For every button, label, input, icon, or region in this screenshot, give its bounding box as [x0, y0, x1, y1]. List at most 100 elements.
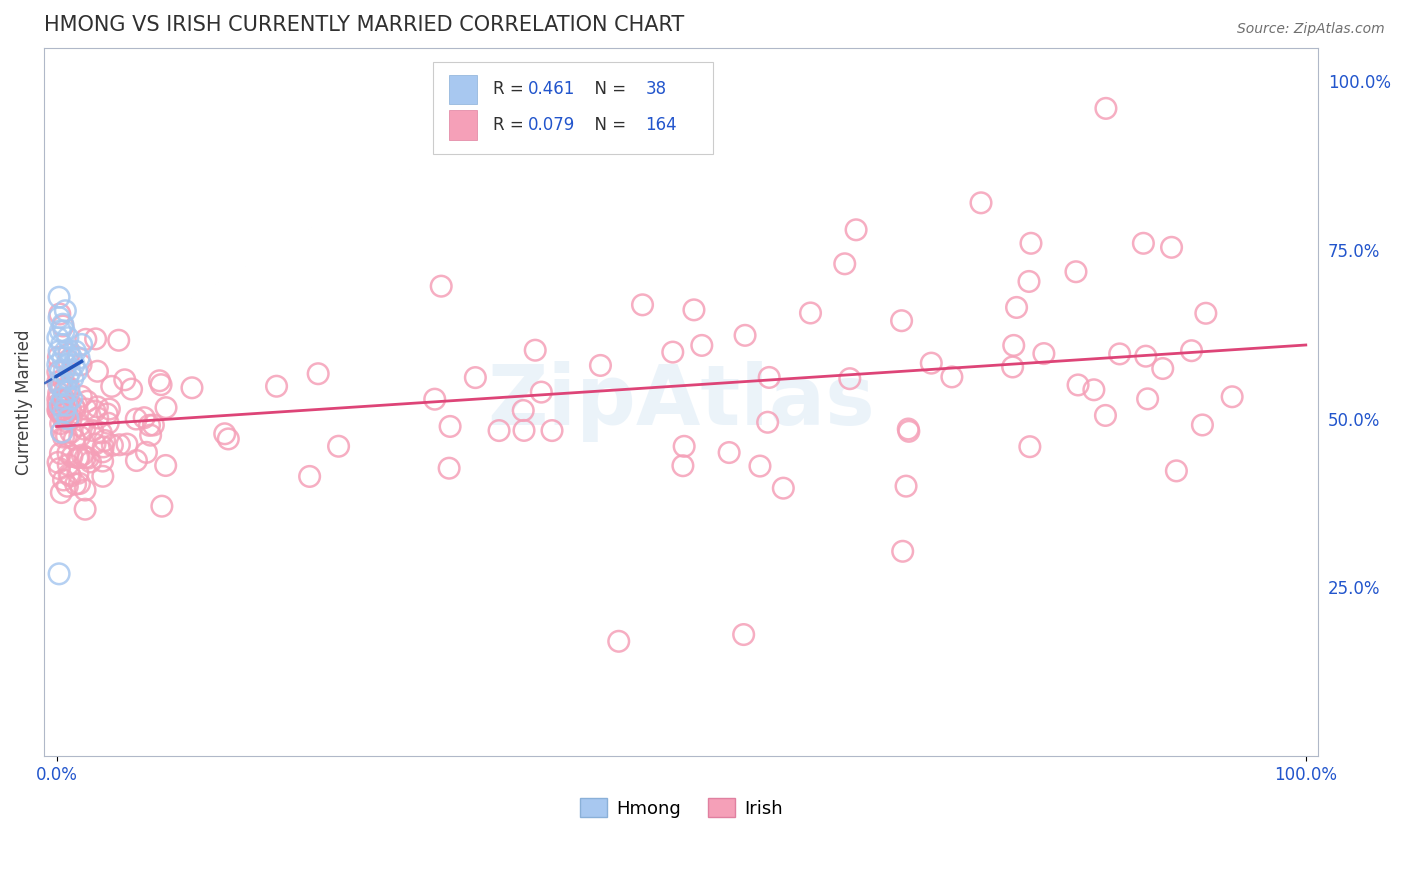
Point	[1191, 417, 1213, 432]
Point	[51, 485, 73, 500]
Text: R =: R =	[492, 80, 529, 98]
Point	[115, 437, 138, 451]
Point	[121, 382, 143, 396]
Point	[672, 458, 695, 473]
Point	[65, 364, 87, 378]
Point	[148, 374, 170, 388]
Point	[920, 356, 942, 370]
Point	[82, 424, 104, 438]
Point	[749, 459, 772, 474]
Point	[48, 290, 70, 304]
Point	[125, 412, 148, 426]
Point	[69, 418, 91, 433]
Point	[52, 351, 75, 365]
Point	[48, 351, 70, 365]
Point	[56, 412, 79, 426]
Text: 164: 164	[645, 116, 678, 134]
Point	[49, 446, 72, 460]
Point	[1094, 409, 1116, 423]
Point	[91, 454, 114, 468]
Point	[97, 416, 120, 430]
Point	[1136, 392, 1159, 406]
Text: 38: 38	[645, 80, 666, 98]
Point	[52, 410, 75, 425]
Text: N =: N =	[585, 80, 631, 98]
Point	[51, 425, 73, 439]
Point	[73, 483, 96, 497]
Point	[155, 458, 177, 473]
Point	[65, 477, 87, 491]
Point	[51, 425, 73, 440]
Point	[86, 400, 108, 414]
Point	[114, 373, 136, 387]
Point	[52, 430, 75, 444]
Point	[58, 458, 80, 472]
Point	[142, 417, 165, 432]
Point	[101, 438, 124, 452]
Legend: Hmong, Irish: Hmong, Irish	[572, 791, 790, 825]
Point	[49, 364, 72, 378]
Point	[155, 401, 177, 415]
Point	[52, 318, 75, 332]
Point	[1005, 301, 1028, 315]
Point	[589, 359, 612, 373]
Point	[79, 455, 101, 469]
Point	[51, 408, 73, 422]
Point	[181, 381, 204, 395]
Point	[834, 257, 856, 271]
Point	[52, 373, 75, 387]
Point	[1019, 236, 1042, 251]
Point	[55, 429, 77, 443]
Point	[75, 450, 97, 465]
Point	[70, 358, 93, 372]
Point	[93, 434, 115, 448]
Point	[1152, 361, 1174, 376]
Text: 0.461: 0.461	[529, 80, 575, 98]
Point	[1018, 440, 1040, 454]
Point	[1018, 275, 1040, 289]
Point	[437, 461, 460, 475]
Point	[48, 403, 70, 417]
Point	[75, 502, 97, 516]
Bar	[450, 75, 477, 104]
Point	[56, 331, 79, 345]
Point	[1095, 102, 1118, 116]
Point	[90, 425, 112, 440]
Point	[52, 392, 75, 406]
FancyBboxPatch shape	[433, 62, 713, 154]
Point	[53, 405, 76, 419]
Point	[91, 469, 114, 483]
Point	[66, 450, 89, 465]
Point	[430, 279, 453, 293]
Point	[135, 445, 157, 459]
Point	[48, 344, 70, 359]
Point	[52, 473, 75, 487]
Point	[266, 379, 288, 393]
Text: ZipAtlas: ZipAtlas	[488, 361, 875, 442]
Point	[1001, 359, 1024, 374]
Point	[307, 367, 329, 381]
Point	[55, 380, 77, 394]
Point	[139, 428, 162, 442]
Point	[150, 377, 173, 392]
Point	[108, 438, 131, 452]
Point	[69, 429, 91, 443]
Point	[524, 343, 547, 358]
Point	[73, 422, 96, 436]
Point	[894, 479, 917, 493]
Point	[488, 424, 510, 438]
Point	[1108, 347, 1130, 361]
Point	[53, 392, 76, 407]
Point	[59, 425, 82, 440]
Point	[941, 370, 963, 384]
Point	[46, 365, 69, 379]
Text: Source: ZipAtlas.com: Source: ZipAtlas.com	[1237, 22, 1385, 37]
Point	[439, 419, 461, 434]
Point	[138, 418, 160, 433]
Point	[58, 347, 80, 361]
Point	[58, 344, 80, 359]
Point	[59, 469, 82, 483]
Point	[49, 324, 72, 338]
Point	[84, 404, 107, 418]
Point	[60, 351, 83, 365]
